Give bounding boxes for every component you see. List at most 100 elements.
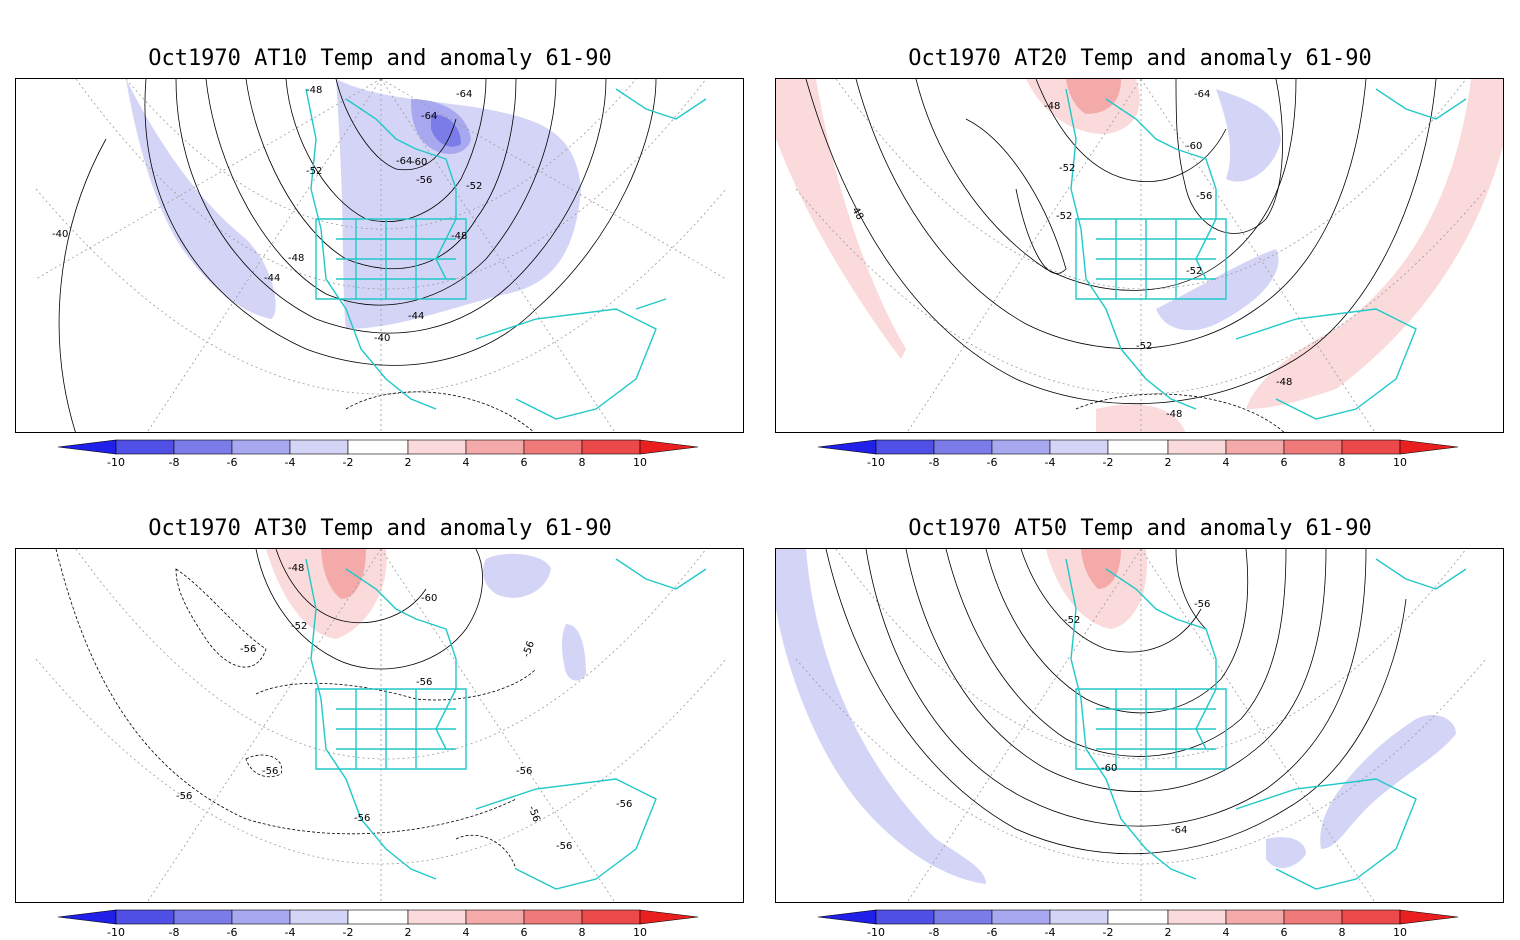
contour-label: -40 [52,229,68,240]
panel-title: Oct1970 AT30 Temp and anomaly 61-90 [148,516,612,541]
contour-label: -64 [1194,89,1210,100]
colorbar-cell [465,439,525,455]
colorbar-tick: -6 [987,926,998,938]
colorbar-cell [933,439,993,455]
negative-anomaly-region [1216,89,1281,182]
contour-label: -48 [1276,377,1292,388]
contour-label: -48 [451,231,467,242]
contour-label: -56 [354,813,370,824]
coastline [305,558,707,890]
positive-anomaly-region [776,79,906,359]
contour-label: -52 [306,166,322,177]
colorbar-tick: -10 [867,926,885,938]
colorbar-cell [1167,439,1227,455]
colorbar-cell [347,439,409,455]
colorbar-cell [173,439,233,455]
colorbar-cell [407,439,467,455]
contour-label: -60 [1186,141,1202,152]
map-area: -48 -60 -52 -56 -56 -56 -56 -56 -56 -56 … [15,548,744,903]
colorbar-tick: -6 [987,456,998,468]
colorbar-cell [1225,439,1285,455]
contour-label: -52 [1186,266,1202,277]
negative-anomaly-region [561,624,586,681]
map-svg: -52 -56 -60 -64 [776,549,1487,902]
colorbar-tick: 8 [579,456,586,468]
colorbar-cell [1341,909,1401,925]
contour-label: -56 [521,640,537,659]
contour-label: -48 [1044,101,1060,112]
contour-label: -56 [516,766,532,777]
map-svg: -48 -60 -52 -56 -56 -56 -56 -56 -56 -56 … [35,549,727,902]
negative-anomaly-region [336,79,581,329]
colorbar-cell [639,909,699,925]
colorbar-cell [1107,439,1169,455]
colorbar-tick: -8 [929,456,940,468]
contour-label: -56 [416,175,432,186]
graticule [795,79,1487,432]
contour-label: -56 [616,799,632,810]
contour-label: -48 [288,253,304,264]
contour-label: -44 [264,273,280,284]
colorbar-cell [1399,909,1459,925]
colorbar-cell [523,909,583,925]
contour-label: -52 [1064,615,1080,626]
colorbar-cell [1283,909,1343,925]
colorbar: -10 -8 -6 -4 -2 2 4 6 8 10 [58,439,699,468]
contour-label: -56 [526,805,542,824]
colorbar-cell [465,909,525,925]
panel-title: Oct1970 AT10 Temp and anomaly 61-90 [148,46,612,71]
map-svg: -48 -64 -60 -52 -56 -52 -52 -52 -48 -48 … [776,79,1503,432]
colorbar-tick: 10 [1393,456,1407,468]
colorbar-tick: -2 [343,926,354,938]
map-svg: -48 -64 -64 -60 -56 -52 -52 -48 -48 -44 … [35,79,727,432]
colorbar-tick: 10 [1393,926,1407,938]
contour-label: -56 [416,677,432,688]
panel-title: Oct1970 AT50 Temp and anomaly 61-90 [908,516,1372,541]
negative-anomaly-region [431,114,461,147]
colorbar-tick: 4 [1223,926,1230,938]
graticule [35,79,727,432]
colorbar-tick: 6 [521,456,528,468]
colorbar-tick: 4 [1223,456,1230,468]
colorbar-cell [818,909,877,925]
contour-label: -64 [396,156,412,167]
contour-label: -52 [466,181,482,192]
graticule [35,549,727,902]
colorbar-cell [289,909,349,925]
coastline [305,88,707,420]
colorbar: -10 -8 -6 -4 -2 2 4 6 8 10 [818,439,1459,468]
colorbar-tick: 2 [1165,456,1172,468]
colorbar-tick: 2 [405,456,412,468]
colorbar-tick: 10 [633,926,647,938]
colorbar-tick: -8 [169,456,180,468]
colorbar-cell [1399,439,1459,455]
colorbar-tick: -4 [1045,926,1056,938]
negative-anomaly-region [1266,837,1306,869]
contour-label: -60 [411,157,427,168]
contour-label: -52 [1136,341,1152,352]
colorbar-cell [115,909,175,925]
contour-label: -56 [1194,599,1210,610]
positive-anomaly-region [1066,79,1121,114]
contour-label: -56 [240,644,256,655]
contour-label: -64 [456,89,472,100]
colorbar-tick: 10 [633,456,647,468]
panel-title: Oct1970 AT20 Temp and anomaly 61-90 [908,46,1372,71]
colorbar-cell [875,439,935,455]
colorbar-cell [1341,439,1401,455]
map-area: -48 -64 -64 -60 -56 -52 -52 -48 -48 -44 … [15,78,744,433]
colorbar-cell [173,909,233,925]
negative-anomaly-region [483,553,551,598]
coastline [1065,88,1467,420]
map-area: -52 -56 -60 -64 [775,548,1504,903]
panel-at30: Oct1970 AT30 Temp and anomaly 61-90 [0,470,760,940]
contour-label: -60 [421,593,437,604]
colorbar-cell [581,909,641,925]
colorbar-tick: -10 [867,456,885,468]
colorbar-cell [407,909,467,925]
contour-label: -52 [1056,211,1072,222]
colorbar-cell [1225,909,1285,925]
contour-label: -64 [1171,825,1187,836]
colorbar-tick: -8 [929,926,940,938]
colorbar-tick: 4 [463,926,470,938]
